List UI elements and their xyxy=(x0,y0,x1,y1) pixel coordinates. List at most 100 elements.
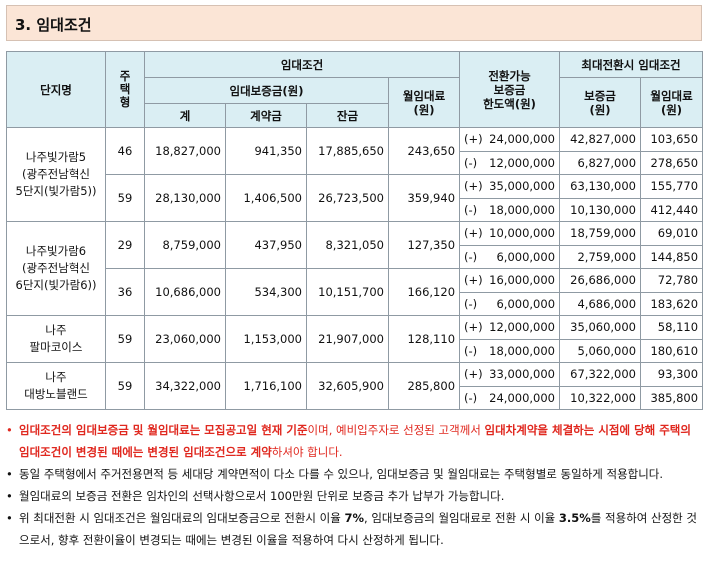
housing-type: 29 xyxy=(105,221,145,269)
section-title: 3. 임대조건 xyxy=(15,16,92,34)
max-rent: 58,110 xyxy=(640,315,704,340)
max-deposit: 35,060,000 xyxy=(559,315,642,340)
conversion-limit: (+) 16,000,000 xyxy=(459,268,561,293)
conversion-sign: (+) xyxy=(464,179,483,194)
table-row: 나주빛가람5 (광주전남혁신 5단지(빛가람5)) 46 18,827,000 … xyxy=(6,127,704,222)
conversion-limit: (+) 10,000,000 xyxy=(459,221,561,246)
conversion-amount: 6,000,000 xyxy=(496,296,556,311)
conversion-amount: 24,000,000 xyxy=(489,132,556,147)
bullet: • xyxy=(6,511,13,525)
complex-name: 나주빛가람6 (광주전남혁신 6단지(빛가람6)) xyxy=(6,221,106,316)
deposit-contract: 1,716,100 xyxy=(225,362,307,410)
conversion-limit: (+) 33,000,000 xyxy=(459,362,561,387)
deposit-total: 23,060,000 xyxy=(144,315,226,363)
monthly-rent: 285,800 xyxy=(387,362,461,410)
conversion-sign: (-) xyxy=(464,249,478,264)
deposit-balance: 17,885,650 xyxy=(306,127,389,175)
max-rent: 180,610 xyxy=(640,338,704,363)
deposit-contract: 1,406,500 xyxy=(225,174,307,222)
header-contract: 계약금 xyxy=(225,103,307,128)
note-4-text-3: 를 적용하여 산정한 것으로서, 향후 전환이율이 변경되는 때에는 변경된 이… xyxy=(19,511,697,547)
conversion-sign: (+) xyxy=(464,226,483,241)
monthly-rent: 127,350 xyxy=(387,221,461,269)
max-deposit: 26,686,000 xyxy=(559,268,642,293)
table-row: (-) 18,000,000 5,060,000 180,610 xyxy=(7,338,704,363)
housing-type: 59 xyxy=(105,174,145,222)
table-row: (-) 24,000,000 10,322,000 385,800 xyxy=(7,385,704,410)
note-4-text: 위 최대전환 시 임대조건은 월임대료의 임대보증금으로 전환시 이율 xyxy=(19,511,345,525)
notes: • 임대조건의 임대보증금 및 월임대료는 모집공고일 현재 기준이며, 예비입… xyxy=(4,419,704,551)
deposit-balance: 8,321,050 xyxy=(306,221,389,269)
conversion-amount: 33,000,000 xyxy=(489,367,556,382)
conversion-limit: (+) 12,000,000 xyxy=(459,315,561,340)
conversion-limit: (-) 18,000,000 xyxy=(459,338,561,363)
note-1: • 임대조건의 임대보증금 및 월임대료는 모집공고일 현재 기준이며, 예비입… xyxy=(4,419,704,463)
conversion-amount: 10,000,000 xyxy=(489,226,556,241)
conversion-sign: (-) xyxy=(464,390,478,405)
housing-type: 59 xyxy=(105,315,145,363)
housing-type: 59 xyxy=(105,362,145,410)
note-3-text: 월임대료의 보증금 전환은 임차인의 선택사항으로서 100만원 단위로 보증금… xyxy=(19,489,505,503)
table-row: 나주 대방노블랜드 59 34,322,000 1,716,100 32,605… xyxy=(6,362,704,410)
deposit-total: 8,759,000 xyxy=(144,221,226,269)
max-rent: 103,650 xyxy=(640,127,704,152)
note-4: • 위 최대전환 시 임대조건은 월임대료의 임대보증금으로 전환시 이율 7%… xyxy=(4,507,704,551)
max-deposit: 10,130,000 xyxy=(559,197,642,222)
max-deposit: 42,827,000 xyxy=(559,127,642,152)
conversion-limit: (-) 24,000,000 xyxy=(459,385,561,410)
table-row: (-) 12,000,000 6,827,000 278,650 xyxy=(7,150,704,175)
conversion-sign: (-) xyxy=(464,296,478,311)
note-2-text: 동일 주택형에서 주거전용면적 등 세대당 계약면적이 다소 다를 수 있으나,… xyxy=(19,467,664,481)
header-housing-type: 주 택 형 xyxy=(105,51,145,128)
conversion-sign: (-) xyxy=(464,343,478,358)
conversion-limit: (+) 24,000,000 xyxy=(459,127,561,152)
table-row: 나주 팔마코이스 59 23,060,000 1,153,000 21,907,… xyxy=(6,315,704,363)
conversion-amount: 35,000,000 xyxy=(489,179,556,194)
conversion-sign: (+) xyxy=(464,367,483,382)
conversion-sign: (+) xyxy=(464,132,483,147)
header-complex: 단지명 xyxy=(6,51,106,128)
header-total: 계 xyxy=(144,103,226,128)
header-rental-conditions: 임대조건 xyxy=(143,51,461,78)
conversion-amount: 18,000,000 xyxy=(489,343,556,358)
deposit-balance: 10,151,700 xyxy=(306,268,389,316)
monthly-rent: 359,940 xyxy=(387,174,461,222)
bullet: • xyxy=(6,489,13,503)
table-row: 59 28,130,000 1,406,500 26,723,500 359,9… xyxy=(7,174,704,222)
max-deposit: 18,759,000 xyxy=(559,221,642,246)
max-deposit: 63,130,000 xyxy=(559,174,642,199)
table-row: (-) 6,000,000 2,759,000 144,850 xyxy=(7,244,704,269)
note-3: • 월임대료의 보증금 전환은 임차인의 선택사항으로서 100만원 단위로 보… xyxy=(4,485,704,507)
header-balance: 잔금 xyxy=(306,103,389,128)
conversion-sign: (+) xyxy=(464,320,483,335)
max-rent: 278,650 xyxy=(640,150,704,175)
note-4-text-2: , 임대보증금의 월임대료로 전환 시 이율 xyxy=(364,511,559,525)
max-rent: 385,800 xyxy=(640,385,704,410)
bullet: • xyxy=(6,467,13,481)
max-deposit: 10,322,000 xyxy=(559,385,642,410)
table-row: (-) 18,000,000 10,130,000 412,440 xyxy=(7,197,704,222)
conversion-amount: 12,000,000 xyxy=(489,320,556,335)
conversion-limit: (-) 6,000,000 xyxy=(459,244,561,269)
monthly-rent: 243,650 xyxy=(387,127,461,175)
max-rent: 69,010 xyxy=(640,221,704,246)
note-1-text-2: 하셔야 합니다. xyxy=(271,445,343,459)
max-rent: 72,780 xyxy=(640,268,704,293)
max-rent: 93,300 xyxy=(640,362,704,387)
monthly-rent: 128,110 xyxy=(387,315,461,363)
max-deposit: 5,060,000 xyxy=(559,338,642,363)
header-convertible-deposit-limit: 전환가능 보증금 한도액(원) xyxy=(459,51,561,128)
rental-conditions-table: 단지명 주 택 형 임대조건 전환가능 보증금 한도액(원) 최대전환시 임대조… xyxy=(6,51,704,410)
conversion-limit: (-) 6,000,000 xyxy=(459,291,561,316)
header-max-conversion: 최대전환시 임대조건 xyxy=(559,51,704,78)
table-row: 36 10,686,000 534,300 10,151,700 166,120… xyxy=(7,268,704,316)
conversion-amount: 18,000,000 xyxy=(489,202,556,217)
conversion-limit: (+) 35,000,000 xyxy=(459,174,561,199)
max-rent: 155,770 xyxy=(640,174,704,199)
conversion-amount: 6,000,000 xyxy=(496,249,556,264)
bullet: • xyxy=(6,423,13,437)
deposit-balance: 32,605,900 xyxy=(306,362,389,410)
note-1-emphasis-2: 임대차계약을 체결하는 시점에 당해 주택의 임대조건이 변경된 때에는 변경된… xyxy=(19,423,691,459)
conversion-amount: 16,000,000 xyxy=(489,273,556,288)
note-1-emphasis: 임대조건의 임대보증금 및 월임대료는 모집공고일 현재 기준 xyxy=(19,423,308,437)
